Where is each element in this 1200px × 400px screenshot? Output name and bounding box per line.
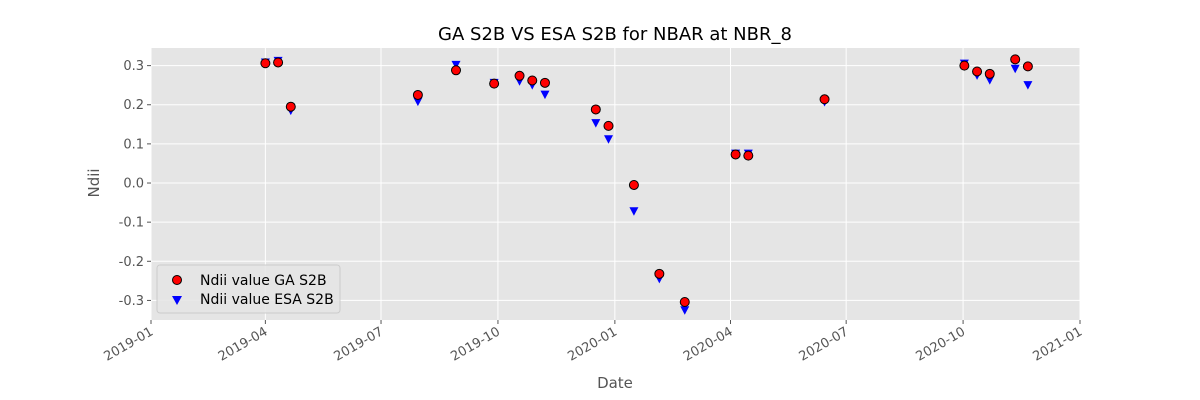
ga-data-point	[654, 268, 665, 279]
ga-data-point	[273, 57, 284, 68]
esa-data-point	[451, 60, 461, 70]
ga-data-point	[514, 70, 525, 81]
ga-data-point	[285, 101, 296, 112]
x-tick-label: 2020-04	[681, 324, 736, 364]
x-tick-label: 2019-04	[216, 324, 271, 364]
ga-data-point	[730, 149, 741, 160]
ga-data-point	[527, 75, 538, 86]
ga-data-point	[959, 60, 970, 71]
esa-data-point	[1023, 81, 1033, 90]
ga-data-point	[679, 296, 690, 307]
y-tick-label: 0.1	[123, 137, 144, 152]
y-tick-label: -0.2	[119, 255, 144, 270]
esa-data-point	[1010, 64, 1020, 74]
ga-data-point	[1010, 54, 1021, 65]
ga-data-point	[819, 94, 830, 105]
x-axis-ticks: 2019-01 2019-04 2019-07 2019-10 2020-01 2020-…	[101, 320, 1085, 365]
legend-marker-esa	[172, 296, 182, 305]
x-axis-label: Date	[597, 374, 633, 392]
ga-data-point	[628, 179, 639, 190]
x-tick-label: 2019-07	[331, 324, 386, 364]
grid-lines	[150, 48, 1081, 320]
y-tick-label: 0.0	[123, 177, 144, 192]
x-tick-label: 2021-01	[1030, 324, 1085, 364]
esa-data-point	[591, 119, 601, 128]
x-tick-label: 2019-10	[448, 324, 503, 364]
ga-data-point	[972, 66, 983, 77]
x-tick-label: 2020-01	[565, 324, 620, 364]
legend-marker-ga	[172, 275, 182, 285]
ga-data-point	[489, 78, 500, 89]
ga-data-point	[539, 77, 550, 88]
ga-data-point	[984, 68, 995, 79]
ga-data-point	[743, 150, 754, 161]
x-tick-label: 2020-10	[914, 324, 969, 364]
legend-label-esa: Ndii value ESA S2B	[200, 292, 334, 308]
y-tick-label: 0.2	[123, 98, 144, 113]
x-tick-label: 2020-07	[797, 324, 852, 364]
legend-box	[156, 264, 341, 314]
esa-data-point	[629, 207, 639, 216]
ga-data-point	[603, 120, 614, 131]
chart-title: GA S2B VS ESA S2B for NBAR at NBR_8	[438, 24, 792, 45]
esa-data-point	[680, 306, 690, 315]
ga-data-point	[1022, 61, 1033, 72]
data-points	[260, 54, 1033, 315]
ga-data-point	[590, 104, 601, 115]
esa-data-point	[604, 135, 614, 144]
esa-data-point	[413, 97, 423, 107]
y-axis-label: Ndii	[85, 168, 103, 197]
legend: Ndii value GA S2B Ndii value ESA S2B	[156, 264, 341, 314]
esa-data-point	[540, 90, 550, 100]
y-tick-label: 0.3	[123, 59, 144, 74]
y-axis-ticks: -0.3 -0.2 -0.1 0.0 0.1 0.2 0.3	[119, 59, 151, 309]
y-tick-label: -0.1	[119, 216, 144, 231]
y-tick-label: -0.3	[119, 294, 144, 309]
ga-data-point	[412, 89, 423, 100]
ga-data-point	[260, 58, 271, 69]
legend-label-ga: Ndii value GA S2B	[200, 273, 327, 289]
x-tick-label: 2019-01	[101, 324, 156, 364]
ga-data-point	[451, 65, 462, 76]
